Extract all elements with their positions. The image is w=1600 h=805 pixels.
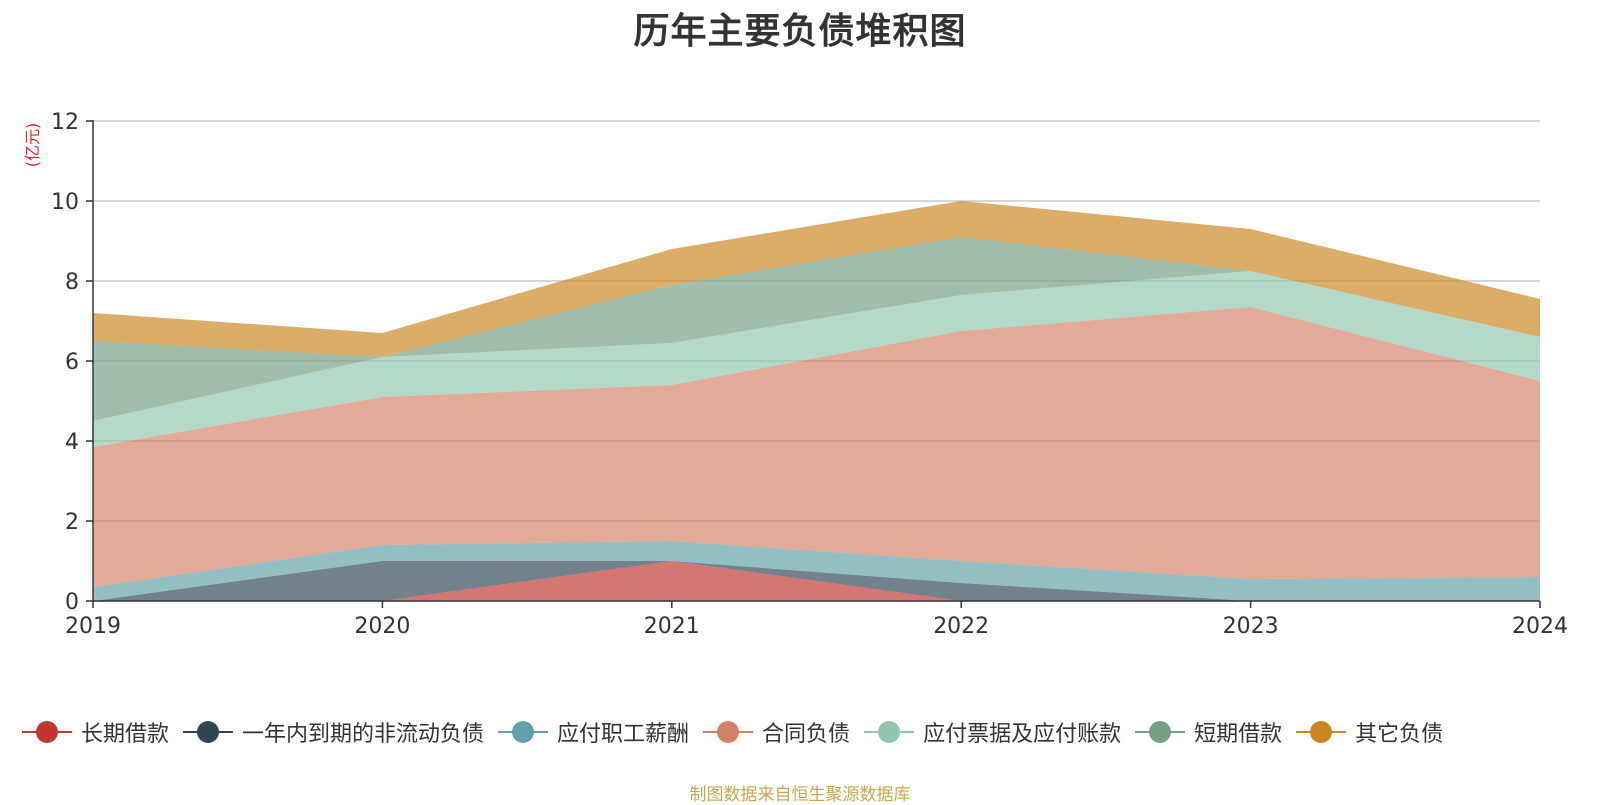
area-series-2[interactable] <box>93 561 1540 601</box>
legend-marker <box>22 721 72 743</box>
legend-label: 短期借款 <box>1194 722 1283 747</box>
area-series-7[interactable] <box>93 201 1540 357</box>
y-tick-label: 6 <box>65 350 79 375</box>
legend-label: 长期借款 <box>81 722 170 747</box>
legend-item-1[interactable]: 长期借款 <box>22 716 169 748</box>
legend: 长期借款 一年内到期的非流动负债 应付职工薪酬 合同负债 应付票据及应付账款 短期借款 其它… <box>22 716 1457 751</box>
legend-label: 应付票据及应付账款 <box>923 722 1122 747</box>
legend-item-2[interactable]: 一年内到期的非流动负债 <box>183 716 484 748</box>
legend-item-3[interactable]: 应付职工薪酬 <box>498 716 689 748</box>
y-tick-label: 0 <box>65 590 79 615</box>
x-tick-label: 2019 <box>65 614 121 639</box>
legend-marker <box>703 721 754 743</box>
x-tick-label: 2020 <box>354 614 410 639</box>
legend-label: 其它负债 <box>1355 722 1444 747</box>
legend-item-4[interactable]: 合同负债 <box>703 716 850 748</box>
chart-title: 历年主要负债堆积图 <box>633 11 967 52</box>
source-note: 制图数据来自恒生聚源数据库 <box>689 785 911 805</box>
x-tick-label: 2024 <box>1512 614 1568 639</box>
area-series-4[interactable] <box>93 307 1540 587</box>
x-tick-label: 2023 <box>1223 614 1279 639</box>
legend-marker <box>864 721 915 743</box>
y-tick-label: 10 <box>51 190 79 215</box>
y-tick-label: 8 <box>65 270 79 295</box>
legend-label: 一年内到期的非流动负债 <box>242 722 485 747</box>
axes: 0 2 4 6 8 10 12 2019 2020 2021 2022 2023 2024 <box>51 110 1568 639</box>
y-tick-label: 4 <box>65 430 79 455</box>
y-tick-label: 2 <box>65 510 79 535</box>
y-tick-label: 12 <box>51 110 79 135</box>
legend-label: 应付职工薪酬 <box>557 722 690 747</box>
y-axis-label: (亿元) <box>23 123 42 168</box>
legend-marker <box>183 721 234 743</box>
legend-label: 合同负债 <box>762 722 851 747</box>
area-series <box>93 201 1540 601</box>
legend-marker <box>1135 721 1186 743</box>
area-series-5[interactable] <box>93 271 1540 447</box>
legend-marker <box>498 721 549 743</box>
legend-item-5[interactable]: 应付票据及应付账款 <box>864 716 1121 748</box>
legend-item-6[interactable]: 短期借款 <box>1135 716 1282 748</box>
x-tick-label: 2022 <box>933 614 989 639</box>
x-tick-label: 2021 <box>644 614 700 639</box>
area-series-6[interactable] <box>93 237 1540 421</box>
area-series-3[interactable] <box>93 541 1540 601</box>
legend-marker <box>1296 721 1347 743</box>
legend-item-7[interactable]: 其它负债 <box>1296 716 1443 748</box>
stacked-area-chart: 0 2 4 6 8 10 12 2019 2020 2021 2022 2023 2024 (亿元) <box>23 110 1568 639</box>
